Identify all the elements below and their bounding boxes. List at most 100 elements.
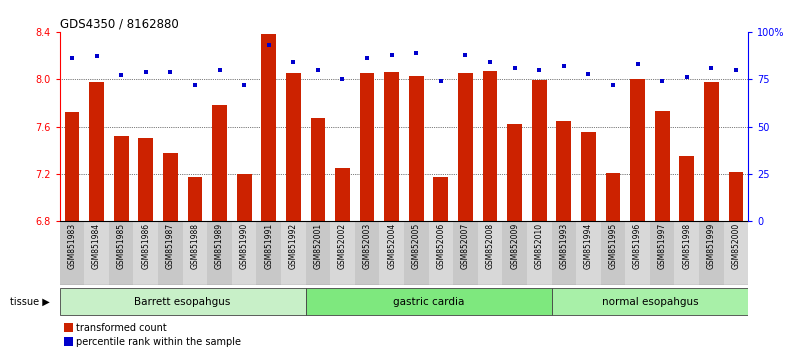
Text: Barrett esopahgus: Barrett esopahgus xyxy=(135,297,231,307)
Bar xyxy=(601,221,626,285)
Text: GSM851985: GSM851985 xyxy=(117,223,126,269)
Bar xyxy=(728,172,743,221)
Point xyxy=(115,73,127,78)
Text: GSM852010: GSM852010 xyxy=(535,223,544,269)
Bar xyxy=(507,124,522,221)
Point xyxy=(385,52,398,57)
Bar xyxy=(704,81,719,221)
Text: GSM851984: GSM851984 xyxy=(92,223,101,269)
Bar xyxy=(384,72,399,221)
Bar xyxy=(232,221,256,285)
Text: GSM851990: GSM851990 xyxy=(240,223,248,269)
Point xyxy=(65,56,78,61)
Text: GSM851991: GSM851991 xyxy=(264,223,273,269)
Bar xyxy=(360,73,374,221)
Point xyxy=(656,78,669,84)
Text: GSM852007: GSM852007 xyxy=(461,223,470,269)
Bar xyxy=(355,221,380,285)
Point xyxy=(705,65,718,71)
Bar xyxy=(532,80,547,221)
Bar xyxy=(428,221,453,285)
Text: GSM851995: GSM851995 xyxy=(608,223,618,269)
Bar xyxy=(330,221,355,285)
Text: transformed count: transformed count xyxy=(76,323,167,333)
Point xyxy=(311,67,324,73)
Bar xyxy=(606,173,620,221)
Text: GDS4350 / 8162880: GDS4350 / 8162880 xyxy=(60,18,178,31)
Bar xyxy=(453,221,478,285)
Point xyxy=(263,42,275,48)
Bar xyxy=(552,221,576,285)
Bar xyxy=(699,221,724,285)
Point xyxy=(607,82,619,88)
Bar xyxy=(310,118,326,221)
Bar xyxy=(380,221,404,285)
Bar xyxy=(502,221,527,285)
Text: percentile rank within the sample: percentile rank within the sample xyxy=(76,337,241,347)
Text: tissue ▶: tissue ▶ xyxy=(10,297,49,307)
Bar xyxy=(650,221,674,285)
Bar xyxy=(630,79,645,221)
Text: GSM852001: GSM852001 xyxy=(314,223,322,269)
Bar xyxy=(478,221,502,285)
Text: GSM851986: GSM851986 xyxy=(141,223,150,269)
Bar xyxy=(458,73,473,221)
Bar xyxy=(114,136,128,221)
Point xyxy=(435,78,447,84)
Bar xyxy=(576,221,601,285)
Text: GSM852000: GSM852000 xyxy=(732,223,740,269)
Bar xyxy=(163,153,178,221)
Text: GSM852005: GSM852005 xyxy=(412,223,421,269)
Point xyxy=(164,69,177,74)
Bar xyxy=(556,121,572,221)
Point xyxy=(410,50,423,56)
Bar xyxy=(581,132,595,221)
Point xyxy=(90,54,103,59)
Bar xyxy=(286,73,301,221)
Bar xyxy=(724,221,748,285)
Bar xyxy=(139,138,153,221)
Point xyxy=(557,63,570,69)
Point xyxy=(287,59,299,65)
Bar xyxy=(256,221,281,285)
Bar xyxy=(64,112,80,221)
Text: gastric cardia: gastric cardia xyxy=(393,297,464,307)
Point xyxy=(213,67,226,73)
Point xyxy=(459,52,472,57)
Bar xyxy=(236,174,252,221)
Bar xyxy=(335,168,350,221)
Bar xyxy=(84,221,109,285)
Text: GSM851988: GSM851988 xyxy=(190,223,200,269)
Text: GSM852004: GSM852004 xyxy=(387,223,396,269)
Bar xyxy=(207,221,232,285)
Bar xyxy=(213,105,227,221)
Text: GSM852002: GSM852002 xyxy=(338,223,347,269)
Text: GSM851989: GSM851989 xyxy=(215,223,224,269)
Bar xyxy=(281,221,306,285)
Bar xyxy=(261,34,276,221)
Bar xyxy=(306,221,330,285)
Bar xyxy=(404,221,428,285)
Point xyxy=(681,74,693,80)
Text: GSM851994: GSM851994 xyxy=(584,223,593,269)
Bar xyxy=(158,221,182,285)
Point xyxy=(484,59,497,65)
Bar xyxy=(60,221,84,285)
Bar xyxy=(60,288,306,315)
Point xyxy=(336,76,349,82)
Bar xyxy=(89,81,104,221)
Text: GSM851997: GSM851997 xyxy=(657,223,667,269)
Bar xyxy=(306,288,552,315)
Text: GSM852006: GSM852006 xyxy=(436,223,445,269)
Bar xyxy=(674,221,699,285)
Text: GSM851996: GSM851996 xyxy=(633,223,642,269)
Point xyxy=(533,67,545,73)
Bar xyxy=(409,76,423,221)
Point xyxy=(139,69,152,74)
Text: GSM851987: GSM851987 xyxy=(166,223,175,269)
Bar xyxy=(655,111,669,221)
Bar xyxy=(552,288,748,315)
Text: normal esopahgus: normal esopahgus xyxy=(602,297,698,307)
Point xyxy=(361,56,373,61)
Point xyxy=(631,61,644,67)
